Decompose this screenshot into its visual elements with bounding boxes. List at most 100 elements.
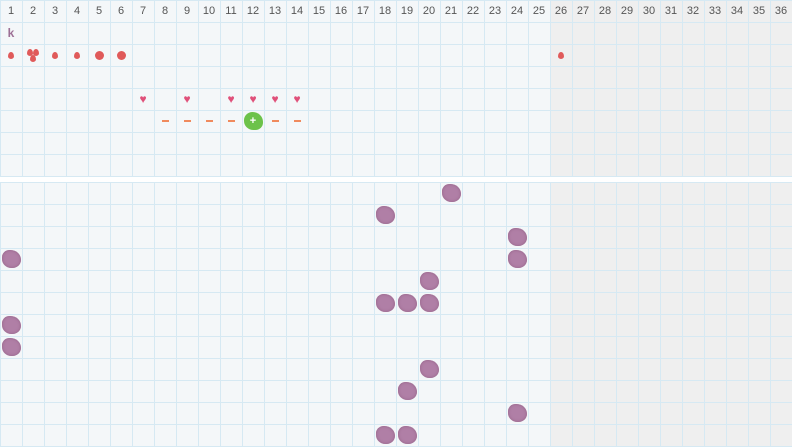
- blob-icon: [507, 250, 527, 268]
- blob-cell[interactable]: [506, 248, 528, 270]
- blob-icon: [1, 338, 21, 356]
- blob-icon: [397, 294, 417, 312]
- blob-cell[interactable]: [0, 248, 22, 270]
- column-header[interactable]: 22: [466, 5, 480, 17]
- drop-icon: [27, 49, 33, 56]
- heart-cell[interactable]: ♥: [220, 88, 242, 110]
- column-header[interactable]: 32: [686, 5, 700, 17]
- green-plus-cell[interactable]: +: [242, 110, 264, 132]
- blob-cell[interactable]: [418, 358, 440, 380]
- future-shade: [550, 0, 792, 177]
- blob-cell[interactable]: [396, 380, 418, 402]
- drop-icon: [558, 51, 564, 59]
- dot-cell[interactable]: [110, 44, 132, 66]
- column-header[interactable]: 1: [7, 5, 15, 17]
- blob-cell[interactable]: [374, 424, 396, 446]
- column-header[interactable]: 18: [378, 5, 392, 17]
- blob-cell[interactable]: [440, 182, 462, 204]
- blob-icon: [375, 426, 395, 444]
- blob-cell[interactable]: [0, 314, 22, 336]
- dash-cell[interactable]: [198, 110, 220, 132]
- blob-cell[interactable]: [506, 226, 528, 248]
- blob-icon: [1, 316, 21, 334]
- column-header[interactable]: 2: [29, 5, 37, 17]
- heart-cell[interactable]: ♥: [132, 88, 154, 110]
- column-header[interactable]: 28: [598, 5, 612, 17]
- heart-cell[interactable]: ♥: [264, 88, 286, 110]
- heart-cell[interactable]: ♥: [176, 88, 198, 110]
- dash-icon: [293, 120, 301, 122]
- dash-cell[interactable]: [286, 110, 308, 132]
- heart-icon: ♥: [293, 92, 301, 106]
- blob-cell[interactable]: [374, 292, 396, 314]
- column-header[interactable]: 9: [183, 5, 191, 17]
- heart-cell[interactable]: ♥: [286, 88, 308, 110]
- column-header[interactable]: 29: [620, 5, 634, 17]
- label-cell[interactable]: k: [0, 22, 22, 44]
- dot-icon: [116, 50, 126, 60]
- column-header[interactable]: 14: [290, 5, 304, 17]
- column-header[interactable]: 21: [444, 5, 458, 17]
- green-plus-icon: +: [243, 112, 263, 130]
- blob-cell[interactable]: [396, 424, 418, 446]
- column-header[interactable]: 5: [95, 5, 103, 17]
- column-header[interactable]: 4: [73, 5, 81, 17]
- column-header[interactable]: 8: [161, 5, 169, 17]
- column-header[interactable]: 20: [422, 5, 436, 17]
- blob-cell[interactable]: [0, 336, 22, 358]
- future-shade: [550, 182, 792, 447]
- dash-cell[interactable]: [176, 110, 198, 132]
- blob-cell[interactable]: [418, 270, 440, 292]
- column-header[interactable]: 24: [510, 5, 524, 17]
- column-header[interactable]: 19: [400, 5, 414, 17]
- column-header[interactable]: 7: [139, 5, 147, 17]
- column-header[interactable]: 12: [246, 5, 260, 17]
- column-header[interactable]: 25: [532, 5, 546, 17]
- blob-icon: [397, 382, 417, 400]
- column-header[interactable]: 26: [554, 5, 568, 17]
- column-header[interactable]: 34: [730, 5, 744, 17]
- drop-icon: [33, 49, 39, 56]
- dash-icon: [161, 120, 169, 122]
- drops-icon: [26, 48, 40, 62]
- column-header[interactable]: 33: [708, 5, 722, 17]
- column-header[interactable]: 30: [642, 5, 656, 17]
- drops-triple-cell[interactable]: [22, 44, 44, 66]
- column-header[interactable]: 11: [225, 5, 237, 17]
- drop-cell[interactable]: [66, 44, 88, 66]
- drop-cell[interactable]: [550, 44, 572, 66]
- drop-cell[interactable]: [44, 44, 66, 66]
- dash-cell[interactable]: [264, 110, 286, 132]
- blob-cell[interactable]: [418, 292, 440, 314]
- bottom-grid: [0, 182, 792, 447]
- column-header[interactable]: 27: [576, 5, 590, 17]
- drop-icon: [30, 55, 36, 62]
- dot-icon: [94, 50, 104, 60]
- dash-icon: [183, 120, 191, 122]
- blob-cell[interactable]: [506, 402, 528, 424]
- column-header[interactable]: 10: [202, 5, 216, 17]
- column-header[interactable]: 31: [664, 5, 678, 17]
- column-header[interactable]: 15: [312, 5, 326, 17]
- drop-icon: [74, 51, 80, 59]
- heart-cell[interactable]: ♥: [242, 88, 264, 110]
- column-header[interactable]: 3: [51, 5, 59, 17]
- column-header[interactable]: 23: [488, 5, 502, 17]
- dash-cell[interactable]: [220, 110, 242, 132]
- column-header[interactable]: 17: [356, 5, 370, 17]
- heart-icon: ♥: [249, 92, 257, 106]
- blob-cell[interactable]: [374, 204, 396, 226]
- dash-cell[interactable]: [154, 110, 176, 132]
- column-header[interactable]: 6: [117, 5, 125, 17]
- column-header[interactable]: 13: [268, 5, 282, 17]
- blob-cell[interactable]: [396, 292, 418, 314]
- dash-icon: [271, 120, 279, 122]
- column-header[interactable]: 16: [334, 5, 348, 17]
- drop-cell[interactable]: [0, 44, 22, 66]
- dash-icon: [205, 120, 213, 122]
- dot-cell[interactable]: [88, 44, 110, 66]
- heart-icon: ♥: [139, 92, 147, 106]
- column-header[interactable]: 35: [752, 5, 766, 17]
- dash-icon: [227, 120, 235, 122]
- column-header[interactable]: 36: [774, 5, 788, 17]
